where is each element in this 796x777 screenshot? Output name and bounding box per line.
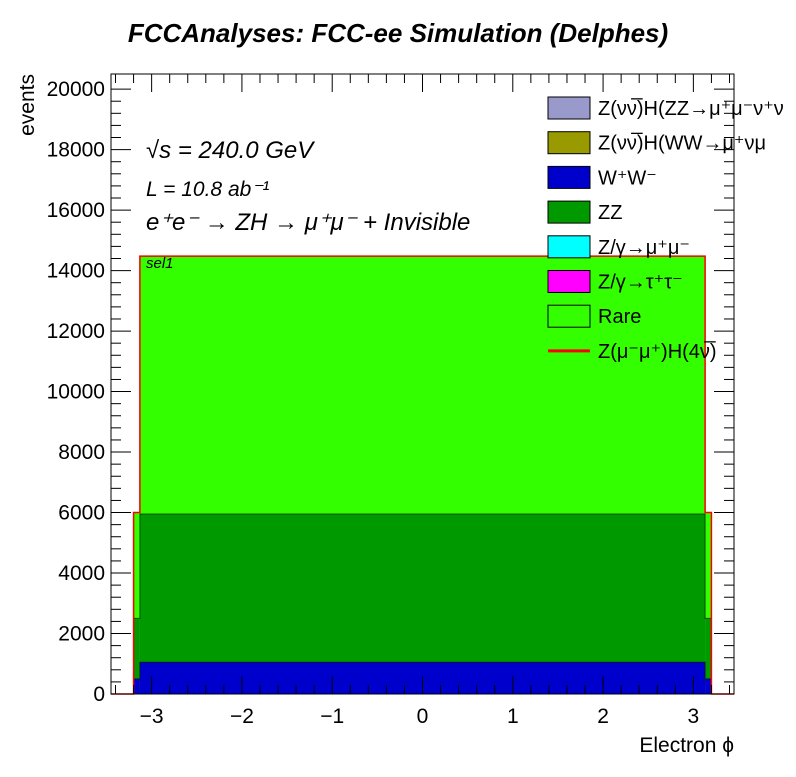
legend-swatch-5 <box>547 270 591 293</box>
bar-zz-1 <box>133 618 140 694</box>
ytick-label-6: 12000 <box>47 320 105 343</box>
legend-label-5: Z/γ→τ⁺τ⁻ <box>598 272 683 294</box>
bar-rare-3 <box>705 512 712 694</box>
ytick-label-7: 14000 <box>47 260 105 283</box>
legend: Z(νν̅)H(ZZ→μ⁺μ⁻ν⁺ν Z(νν̅)H(WW→μ⁺νμ W⁺W⁻ ZZ Z… <box>547 96 784 363</box>
legend-swatch-4 <box>547 235 591 259</box>
legend-label-2: W⁺W⁻ <box>598 167 657 189</box>
ytick-label-5: 10000 <box>47 381 105 404</box>
chart-title: FCCAnalyses: FCC-ee Simulation (Delphes) <box>127 18 669 48</box>
annotation-process: e⁺e⁻ → ZH → μ⁺μ⁻ + Invisible <box>146 209 470 236</box>
xtick-label-5: 2 <box>597 705 609 728</box>
legend-label-4: Z/γ→μ⁺μ⁻ <box>598 237 690 259</box>
xtick-label-0: −3 <box>140 705 164 728</box>
bar-zz-3 <box>705 618 712 694</box>
legend-swatch-0 <box>547 96 591 120</box>
ytick-label-9: 18000 <box>47 139 105 162</box>
x-axis-label: Electron ϕ <box>639 734 734 757</box>
bar-ww-3 <box>705 678 712 694</box>
legend-swatch-2 <box>547 165 591 189</box>
legend-swatch-6 <box>547 304 591 328</box>
legend-label-0: Z(νν̅)H(ZZ→μ⁺μ⁻ν⁺ν <box>598 97 784 120</box>
annotation-energy: √s = 240.0 GeV <box>146 137 315 164</box>
xtick-label-2: −1 <box>320 705 344 728</box>
legend-swatch-3 <box>547 200 591 224</box>
ytick-label-1: 2000 <box>58 623 105 646</box>
ytick-label-0: 0 <box>93 683 105 706</box>
ytick-label-3: 6000 <box>58 502 105 525</box>
ytick-label-8: 16000 <box>47 199 105 222</box>
bar-rare-1 <box>133 512 140 694</box>
xtick-label-1: −2 <box>230 705 254 728</box>
legend-swatch-1 <box>547 131 591 155</box>
line-signal <box>111 255 734 695</box>
ytick-label-2: 4000 <box>58 562 105 585</box>
ytick-label-10: 20000 <box>47 78 105 101</box>
bar-ww-1 <box>133 678 140 694</box>
xtick-label-4: 1 <box>507 705 519 728</box>
annotation-lumi: L = 10.8 ab⁻¹ <box>146 178 269 201</box>
ytick-label-4: 8000 <box>58 441 105 464</box>
annotation-selection: sel1 <box>146 255 174 272</box>
legend-label-1: Z(νν̅)H(WW→μ⁺νμ <box>598 132 766 155</box>
legend-label-3: ZZ <box>598 202 622 224</box>
y-axis-label: events <box>16 74 39 136</box>
xtick-label-6: 3 <box>688 705 700 728</box>
legend-label-6: Rare <box>598 306 641 328</box>
xtick-label-3: 0 <box>417 705 429 728</box>
legend-label-7: Z(μ⁻μ⁺)H(4ν̅) <box>598 340 717 363</box>
